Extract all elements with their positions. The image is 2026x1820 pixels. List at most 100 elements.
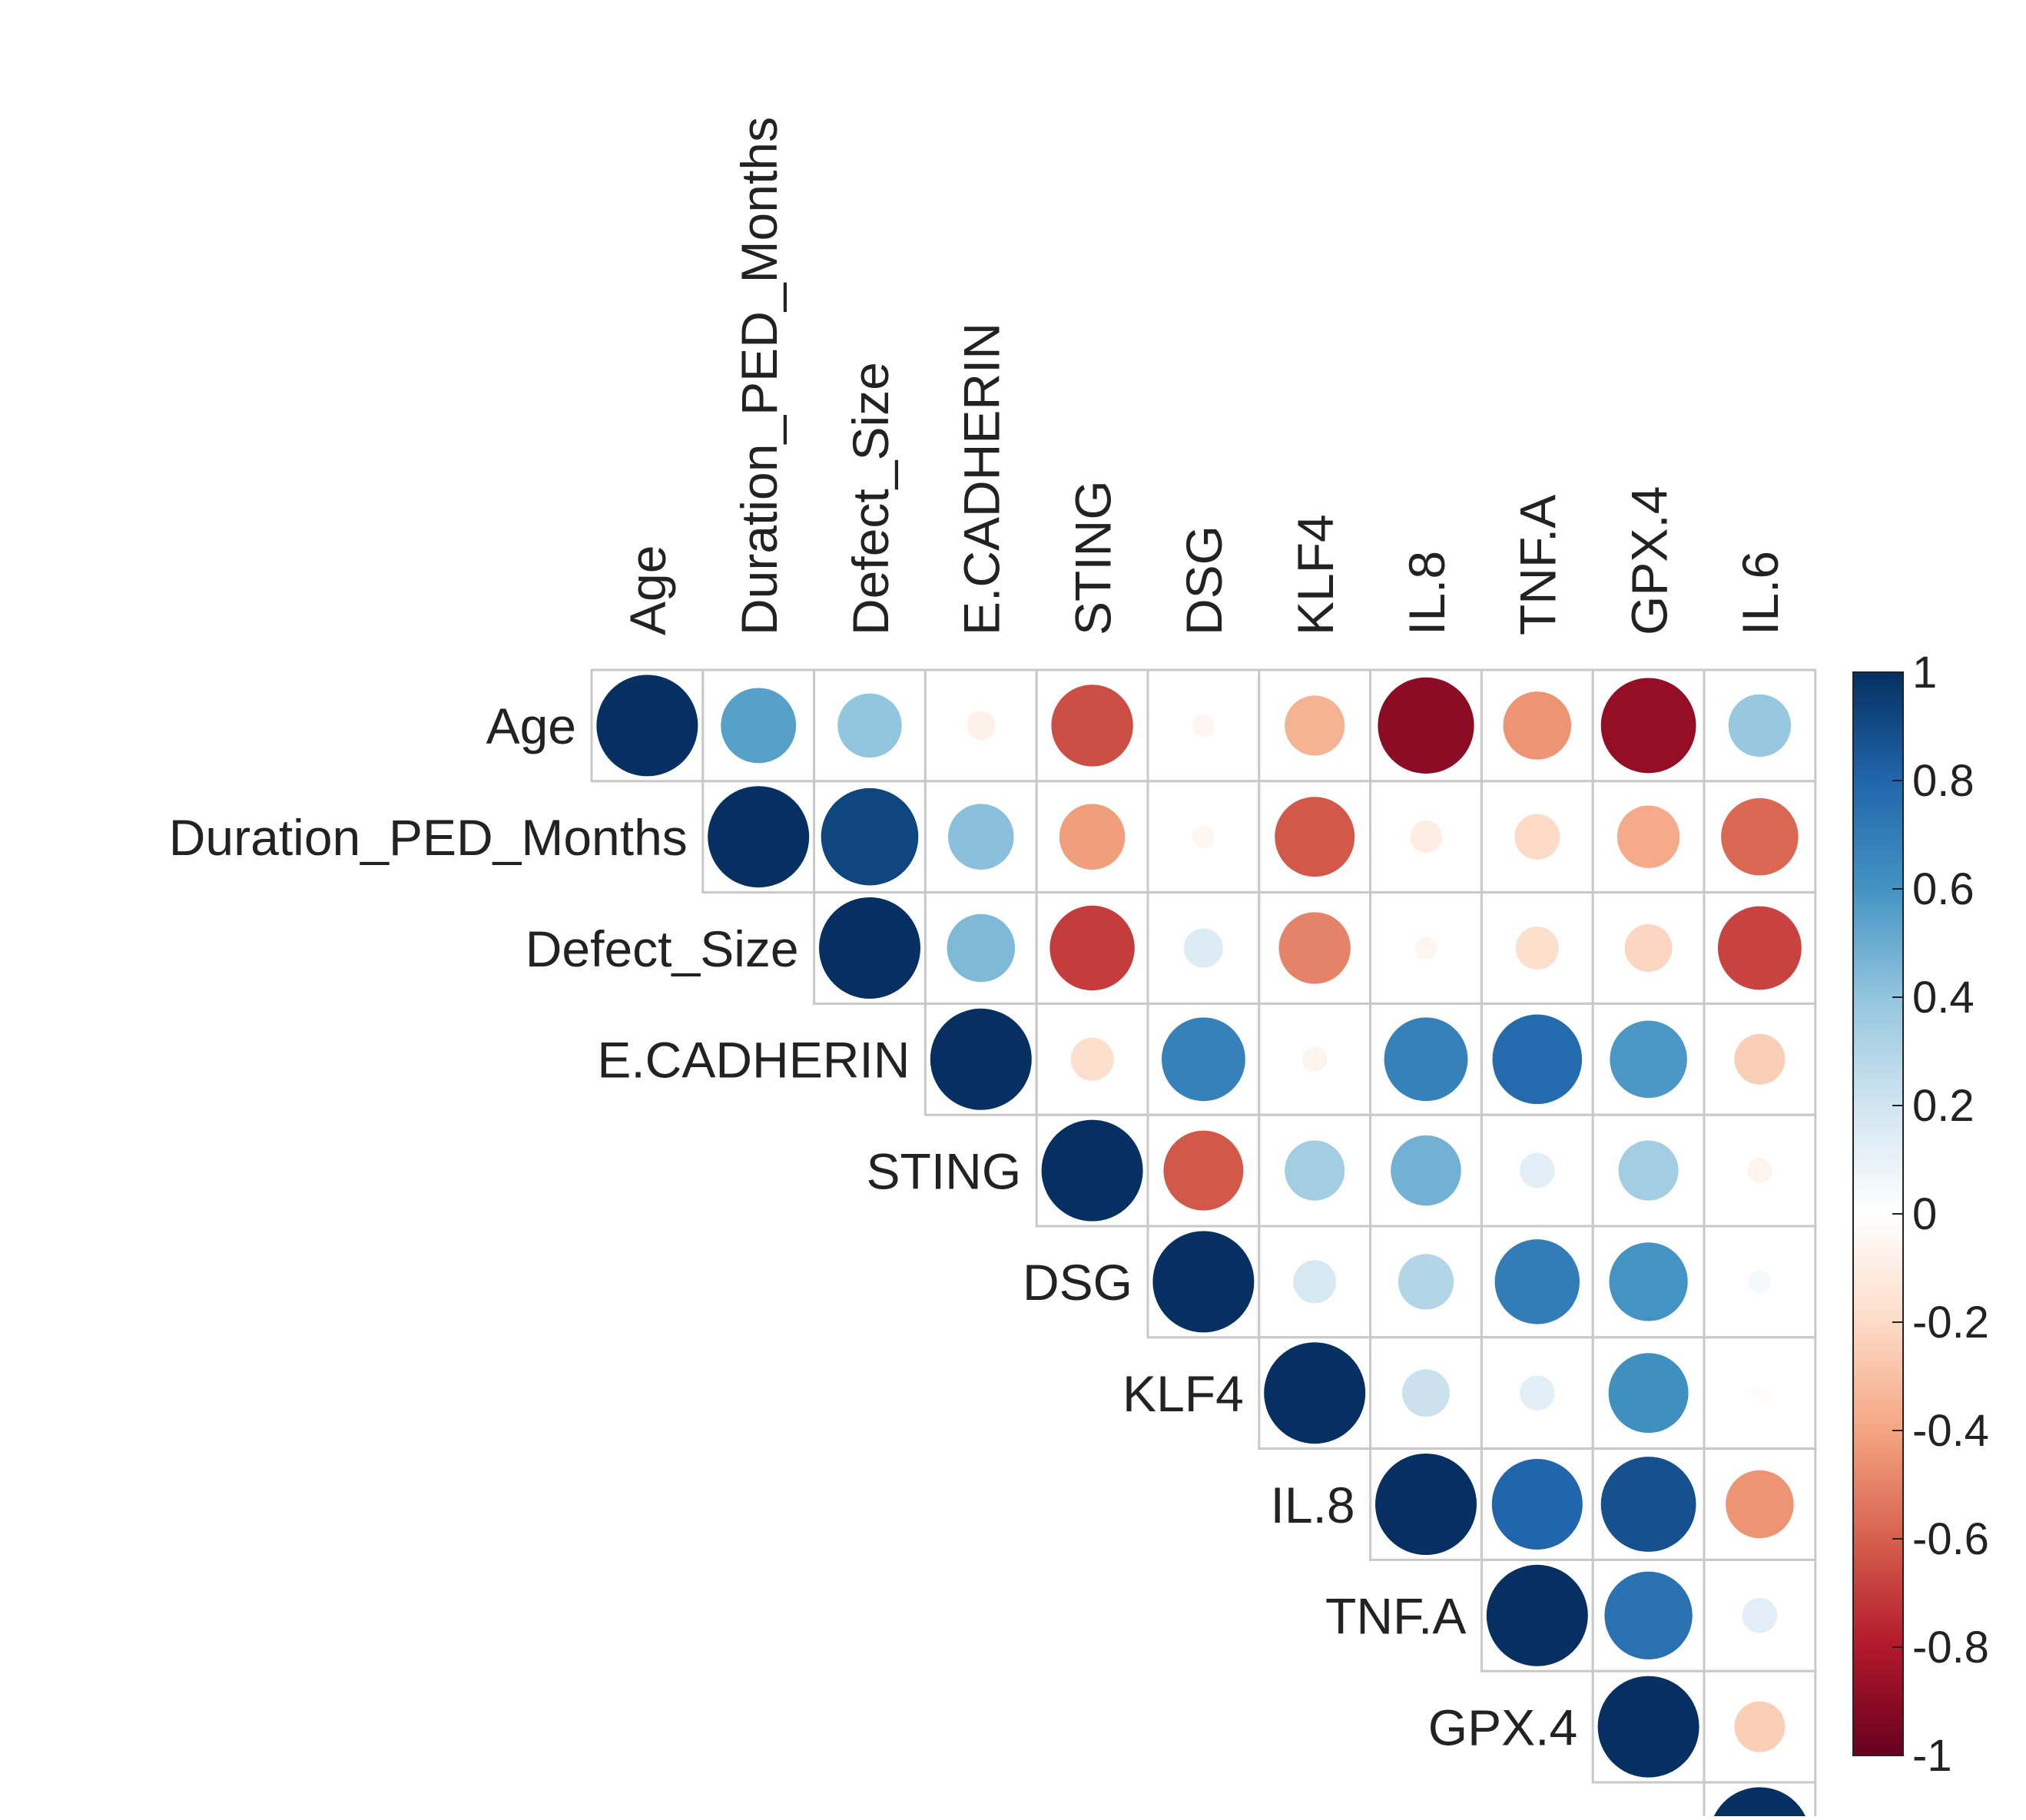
colorbar-tick-label: 0.6 — [1912, 864, 1975, 914]
colorbar-tick-label: -0.6 — [1912, 1514, 1989, 1564]
col-label-dsg: DSG — [1175, 525, 1232, 635]
corr-circle-sting-tnf-a — [1519, 1152, 1555, 1188]
corr-circle-dsg-il-8 — [1398, 1254, 1454, 1310]
corr-circle-e-cadherin-il-6 — [1734, 1033, 1786, 1085]
colorbar-tick-label: -0.8 — [1912, 1623, 1989, 1672]
colorbar-tick-label: -0.4 — [1912, 1406, 1989, 1456]
corr-circle-age-klf4 — [1285, 695, 1345, 756]
corr-circle-e-cadherin-sting — [1070, 1037, 1114, 1081]
row-label-age: Age — [486, 698, 576, 754]
corr-circle-gpx-4-gpx-4 — [1597, 1676, 1699, 1778]
circle-layer — [596, 675, 1808, 1820]
corr-circle-duration-ped-months-e-cadherin — [948, 804, 1014, 870]
corr-circle-dsg-dsg — [1152, 1231, 1255, 1333]
corr-circle-il-6-il-6 — [1712, 1787, 1808, 1820]
col-label-e-cadherin: E.CADHERIN — [953, 323, 1010, 635]
corr-circle-defect-size-klf4 — [1278, 912, 1351, 984]
col-label-il-8: IL.8 — [1398, 551, 1455, 635]
corr-circle-defect-size-il-6 — [1717, 906, 1802, 990]
colorbar-tick-label: 0.2 — [1912, 1081, 1975, 1131]
corr-circle-age-il-6 — [1728, 694, 1792, 758]
row-label-defect-size: Defect_Size — [526, 920, 799, 977]
corr-circle-duration-ped-months-klf4 — [1275, 797, 1355, 877]
row-label-il-6: IL.6 — [1604, 1810, 1689, 1816]
col-label-age: Age — [619, 545, 676, 635]
corr-circle-defect-size-defect-size — [819, 897, 920, 999]
corr-circle-il-8-tnf-a — [1491, 1458, 1583, 1550]
corr-circle-klf4-il-6 — [1752, 1385, 1767, 1401]
corr-circle-il-8-il-6 — [1726, 1470, 1794, 1539]
grid-cell-defect-size-e-cadherin — [923, 891, 1038, 1005]
corr-circle-sting-il-6 — [1747, 1158, 1772, 1183]
corr-circle-dsg-tnf-a — [1494, 1239, 1580, 1324]
corr-circle-dsg-klf4 — [1293, 1260, 1337, 1304]
corr-circle-sting-dsg — [1163, 1130, 1244, 1211]
row-label-duration-ped-months: Duration_PED_Months — [169, 809, 688, 866]
corr-circle-defect-size-dsg — [1183, 928, 1223, 968]
corr-circle-age-age — [596, 675, 698, 777]
corr-circle-age-il-8 — [1378, 677, 1474, 774]
corr-circle-age-tnf-a — [1503, 691, 1572, 760]
corr-circle-defect-size-il-8 — [1414, 937, 1437, 960]
colorbar-tick-label: -0.2 — [1912, 1298, 1989, 1348]
corr-circle-klf4-klf4 — [1264, 1342, 1366, 1444]
corr-circle-age-e-cadherin — [967, 711, 996, 741]
corr-circle-e-cadherin-tnf-a — [1492, 1014, 1583, 1105]
row-label-sting: STING — [867, 1142, 1022, 1199]
col-label-gpx-4: GPX.4 — [1620, 486, 1677, 635]
corr-circle-age-gpx-4 — [1600, 678, 1696, 774]
corr-circle-duration-ped-months-tnf-a — [1514, 814, 1560, 860]
corr-circle-e-cadherin-klf4 — [1302, 1046, 1328, 1072]
corr-circle-e-cadherin-e-cadherin — [930, 1008, 1032, 1110]
corr-circle-duration-ped-months-defect-size — [821, 787, 919, 886]
col-label-tnf-a: TNF.A — [1510, 495, 1567, 635]
corr-circle-il-8-il-8 — [1375, 1454, 1477, 1555]
corr-circle-duration-ped-months-sting — [1059, 804, 1126, 870]
row-label-klf4: KLF4 — [1122, 1365, 1244, 1422]
corr-circle-duration-ped-months-gpx-4 — [1616, 805, 1680, 868]
corr-circle-tnf-a-tnf-a — [1486, 1564, 1588, 1666]
corr-circle-e-cadherin-dsg — [1161, 1017, 1245, 1102]
corr-circle-tnf-a-gpx-4 — [1604, 1571, 1693, 1659]
corr-circle-e-cadherin-il-8 — [1384, 1017, 1468, 1102]
corr-circle-klf4-il-8 — [1402, 1369, 1450, 1417]
row-label-il-8: IL.8 — [1271, 1477, 1355, 1533]
corr-circle-age-dsg — [1192, 714, 1215, 738]
corr-circle-klf4-tnf-a — [1519, 1375, 1555, 1411]
col-label-layer: Age Duration_PED_Months Defect_Size E.CADHE… — [619, 117, 1789, 635]
colorbar-tick-label: -1 — [1912, 1731, 1952, 1781]
colorbar: 1 0.8 0.6 0.4 0.2 0 -0.2 -0.4 -0.6 -0.8 -1 — [1852, 648, 1989, 1781]
corr-circle-dsg-il-6 — [1748, 1270, 1772, 1294]
corr-circle-age-duration-ped-months — [721, 688, 797, 764]
corr-circle-klf4-gpx-4 — [1608, 1353, 1689, 1434]
row-label-layer: Age Duration_PED_Months Defect_Size E.CADHE… — [169, 698, 1689, 1820]
corr-circle-age-sting — [1051, 685, 1133, 767]
col-label-defect-size: Defect_Size — [842, 362, 899, 635]
corr-circle-sting-klf4 — [1285, 1140, 1345, 1201]
corr-circle-tnf-a-il-6 — [1742, 1597, 1778, 1633]
grid-cell-dsg-il-6 — [1703, 1225, 1817, 1339]
corr-circle-dsg-gpx-4 — [1609, 1242, 1688, 1321]
colorbar-tick-label: 0 — [1912, 1189, 1937, 1239]
corr-circle-il-8-gpx-4 — [1600, 1457, 1696, 1552]
corr-circle-defect-size-sting — [1049, 905, 1135, 991]
corr-circle-sting-gpx-4 — [1618, 1140, 1679, 1201]
corr-circle-defect-size-tnf-a — [1515, 926, 1559, 970]
corr-circle-duration-ped-months-dsg — [1192, 825, 1215, 848]
row-label-dsg: DSG — [1023, 1254, 1132, 1311]
row-label-gpx-4: GPX.4 — [1428, 1699, 1577, 1755]
colorbar-tick-label: 1 — [1912, 648, 1937, 698]
corr-circle-sting-il-8 — [1391, 1135, 1461, 1206]
corr-circle-age-defect-size — [837, 693, 902, 758]
corr-circle-duration-ped-months-il-8 — [1410, 820, 1442, 854]
corr-circle-e-cadherin-gpx-4 — [1610, 1020, 1687, 1099]
corr-circle-duration-ped-months-il-6 — [1721, 797, 1799, 876]
corr-circle-duration-ped-months-duration-ped-months — [708, 786, 810, 888]
colorbar-tick-label: 0.4 — [1912, 973, 1975, 1023]
corr-circle-defect-size-e-cadherin — [947, 913, 1016, 983]
corr-circle-sting-sting — [1041, 1119, 1143, 1222]
row-label-e-cadherin: E.CADHERIN — [597, 1032, 910, 1089]
corr-circle-gpx-4-il-6 — [1734, 1701, 1786, 1752]
